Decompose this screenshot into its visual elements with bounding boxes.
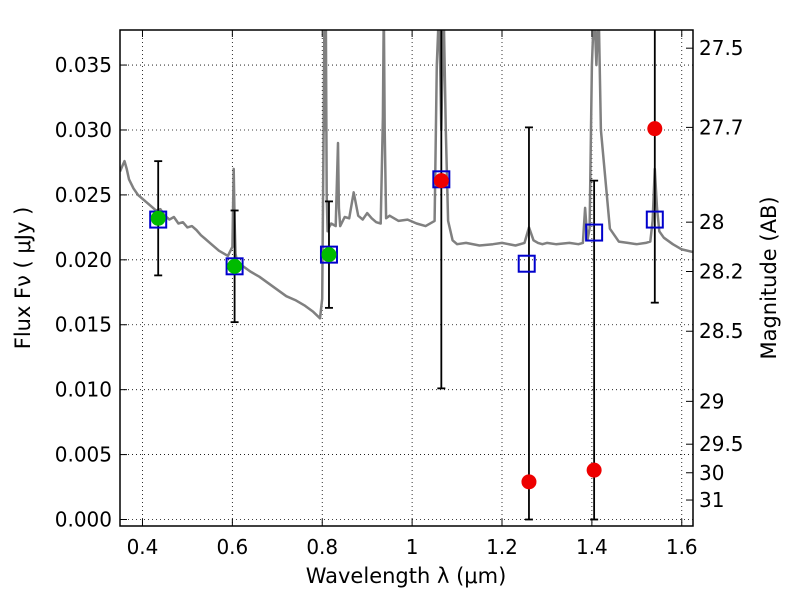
mag-tick-label: 27.5 <box>699 36 744 60</box>
upper-limit-point <box>647 121 663 137</box>
spectrum-line <box>120 30 693 320</box>
detection-point <box>150 210 166 226</box>
y-tick-label: 0.035 <box>55 53 112 77</box>
model-photometry-square <box>319 245 338 264</box>
plot-frame <box>119 29 694 527</box>
x-tick-label: 1 <box>406 535 419 559</box>
upper-limit-point <box>433 173 449 189</box>
mag-tick-label: 29.5 <box>699 432 744 456</box>
mag-tick-label: 28.2 <box>699 260 744 284</box>
y-axis-title: Flux Fν ( μJy ) <box>11 207 35 350</box>
mag-tick-label: 31 <box>699 488 724 512</box>
y-tick-label: 0.030 <box>55 118 112 142</box>
detection-point <box>227 258 243 274</box>
y-tick-label: 0.015 <box>55 313 112 337</box>
plot-area <box>120 30 693 521</box>
y2-axis-title: Magnitude (AB) <box>757 196 781 359</box>
model-photometry-square <box>225 257 244 276</box>
y-tick-label: 0.000 <box>55 508 112 532</box>
x-tick-label: 1.4 <box>576 535 608 559</box>
x-axis-title: Wavelength λ (μm) <box>306 564 507 588</box>
model-photometry-square <box>645 210 664 229</box>
upper-limit-point <box>521 474 537 490</box>
y-tick-label: 0.005 <box>55 443 112 467</box>
x-tick-label: 0.6 <box>216 535 248 559</box>
mag-tick-label: 28 <box>699 210 724 234</box>
y-tick-label: 0.010 <box>55 378 112 402</box>
x-tick-label: 1.6 <box>666 535 698 559</box>
mag-tick-label: 29 <box>699 389 724 413</box>
model-photometry-square <box>585 223 604 242</box>
x-tick-label: 1.2 <box>486 535 518 559</box>
mag-tick-label: 28.5 <box>699 319 744 343</box>
detection-point <box>321 247 337 263</box>
model-photometry-square <box>517 254 536 273</box>
x-tick-label: 0.8 <box>306 535 338 559</box>
mag-tick-label: 30 <box>699 461 724 485</box>
upper-limit-point <box>586 462 602 478</box>
x-tick-label: 0.4 <box>127 535 159 559</box>
mag-tick-label: 27.7 <box>699 115 744 139</box>
y-tick-label: 0.020 <box>55 248 112 272</box>
axis-ticks: 0.4 0.6 0.8 1 1.2 1.4 1.6 0.000 0.005 0.010 0.015 0… <box>55 30 744 559</box>
y-tick-label: 0.025 <box>55 183 112 207</box>
